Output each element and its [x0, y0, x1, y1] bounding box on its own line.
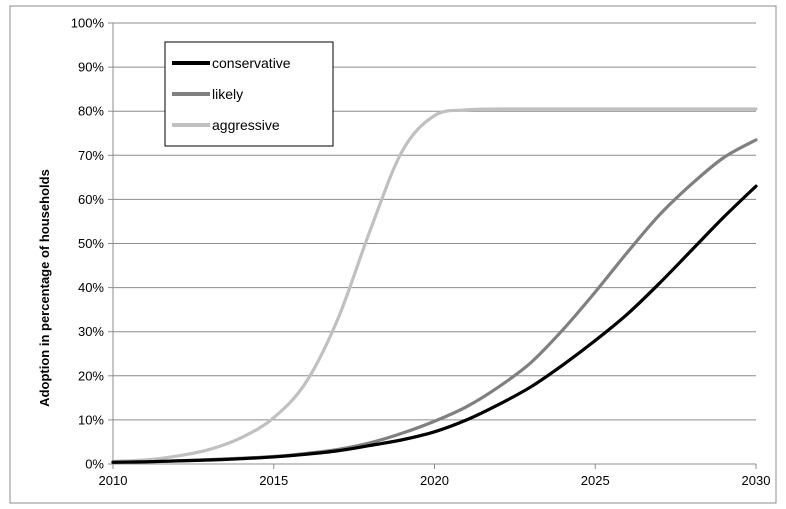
y-tick-label: 80%: [78, 104, 104, 119]
y-tick-label: 40%: [78, 280, 104, 295]
x-tick-label: 2025: [581, 473, 610, 488]
y-tick-label: 20%: [78, 368, 104, 383]
x-tick-label: 2020: [420, 473, 449, 488]
legend-label-conservative: conservative: [212, 55, 291, 71]
y-tick-label: 10%: [78, 412, 104, 427]
y-tick-label: 70%: [78, 148, 104, 163]
y-tick-label: 60%: [78, 192, 104, 207]
legend-label-likely: likely: [212, 86, 243, 102]
series-line-conservative: [111, 184, 758, 464]
y-tick-label: 90%: [78, 60, 104, 75]
y-tick-label: 30%: [78, 324, 104, 339]
y-tick-labels: 0% 10% 20% 30% 40% 50% 60% 70% 80% 90% 100%: [71, 16, 113, 472]
legend: conservative likely aggressive: [164, 41, 334, 147]
y-tick-label: 0%: [85, 457, 104, 472]
x-tick-labels: 2010 2015 2020 2025 2030: [99, 464, 771, 488]
chart-frame: [9, 5, 777, 504]
series-line-aggressive: [111, 107, 758, 463]
x-tick-label: 2030: [742, 473, 771, 488]
series-lines: [111, 107, 758, 464]
legend-label-aggressive: aggressive: [212, 117, 280, 133]
x-tick-label: 2010: [99, 473, 128, 488]
y-axis-title: Adoption in percentage of households: [37, 169, 52, 407]
gridlines: [113, 22, 756, 421]
x-tick-label: 2015: [259, 473, 288, 488]
y-tick-label: 50%: [78, 236, 104, 251]
y-tick-label: 100%: [71, 16, 105, 31]
